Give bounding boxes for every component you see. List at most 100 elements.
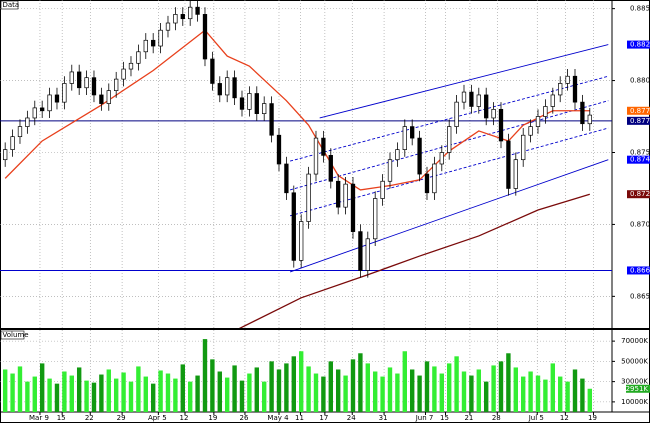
candle-body — [476, 94, 481, 107]
volume-bar — [291, 356, 296, 412]
volume-bar — [513, 367, 518, 412]
candle-body — [10, 136, 15, 150]
volume-bar — [520, 376, 526, 412]
candle-body — [25, 117, 30, 127]
candle-body — [62, 83, 67, 103]
candle-body — [17, 126, 23, 138]
volume-bar — [143, 376, 148, 412]
volume-bar — [106, 369, 111, 412]
volume-bar — [39, 363, 45, 412]
candle-body — [387, 159, 393, 182]
candle-body — [558, 83, 563, 96]
volume-bar — [417, 375, 422, 412]
candle-body — [47, 94, 52, 112]
candle-body — [454, 101, 459, 127]
x-tick-label: 17 — [319, 414, 328, 422]
candle-body — [380, 180, 385, 199]
candle-body — [587, 114, 592, 125]
candle-body — [328, 155, 333, 182]
candle-body — [565, 75, 570, 84]
candle-body — [165, 22, 171, 31]
candle-body — [217, 83, 222, 96]
volume-bar — [358, 353, 363, 412]
x-tick-label: 21 — [464, 414, 473, 422]
volume-bar — [483, 381, 489, 412]
candle-body — [84, 77, 89, 89]
candle-body — [180, 14, 185, 20]
candle-body — [521, 134, 526, 161]
volume-bar — [298, 351, 304, 412]
candle-body — [202, 14, 208, 60]
candle-body — [299, 221, 304, 261]
candle-body — [528, 126, 533, 136]
volume-bar — [469, 375, 474, 412]
volume-bar — [99, 374, 104, 412]
volume-bar — [587, 388, 592, 412]
candle-body — [350, 183, 356, 232]
candle-body — [136, 51, 141, 64]
candle-body — [535, 116, 541, 127]
price-marker-label: 0.8721 — [630, 190, 650, 198]
price-marker — [627, 266, 650, 275]
volume-bar — [261, 381, 267, 412]
price-marker-label: 0.8825 — [630, 41, 650, 49]
candle-body — [439, 152, 444, 165]
volume-bar — [343, 375, 348, 412]
volume-bar — [210, 359, 215, 412]
candle-body — [410, 126, 415, 139]
volume-panel — [2, 339, 592, 412]
y-tick-label: 50000K — [621, 357, 648, 365]
volume-bar — [173, 378, 178, 412]
volume-bar — [121, 372, 126, 412]
x-tick-label: 22 — [85, 414, 94, 422]
price-marker — [627, 155, 650, 164]
price-marker-label: 0.8772 — [630, 117, 650, 125]
moving-average — [238, 193, 590, 328]
volume-bar — [62, 371, 67, 412]
x-tick-label: 24 — [347, 414, 356, 422]
x-tick-label: Apr 5 — [148, 414, 167, 422]
volume-bar — [202, 339, 208, 412]
volume-bar — [180, 364, 185, 412]
volume-bar — [580, 378, 585, 412]
candle-body — [550, 94, 555, 107]
volume-bar — [247, 373, 252, 412]
candle-body — [469, 91, 474, 107]
candle-body — [158, 29, 163, 47]
volume-bar — [454, 356, 459, 412]
x-tick-label: 19 — [588, 414, 597, 422]
candle-body — [513, 159, 518, 189]
candle-body — [498, 108, 504, 142]
volume-bar — [402, 351, 407, 412]
candle-body — [210, 58, 215, 84]
volume-bar — [409, 369, 415, 412]
volume-bar — [321, 376, 326, 412]
volume-bar — [498, 361, 504, 412]
candle-body — [358, 231, 363, 271]
candle-body — [77, 71, 82, 89]
candle-body — [99, 94, 104, 104]
volume-bar — [254, 367, 259, 412]
volume-bar — [69, 375, 74, 412]
price-marker — [627, 40, 650, 49]
candle-body — [54, 94, 60, 103]
x-tick-label: 12 — [180, 414, 189, 422]
candle-body — [143, 39, 148, 53]
volume-bar — [158, 370, 163, 412]
volume-bar — [491, 365, 496, 412]
candle-body — [232, 77, 237, 99]
volume-bar — [395, 373, 400, 412]
volume-bar — [432, 366, 437, 412]
volume-bar — [232, 365, 237, 412]
volume-bar — [572, 369, 578, 412]
candle-body — [225, 77, 230, 96]
volume-bar — [136, 366, 141, 412]
candle-body — [247, 93, 252, 110]
x-tick-label: 11 — [295, 414, 304, 422]
volume-bar — [128, 381, 134, 412]
volume-bar — [32, 376, 37, 412]
volume-bar — [380, 376, 385, 412]
volume-bar — [350, 359, 356, 412]
